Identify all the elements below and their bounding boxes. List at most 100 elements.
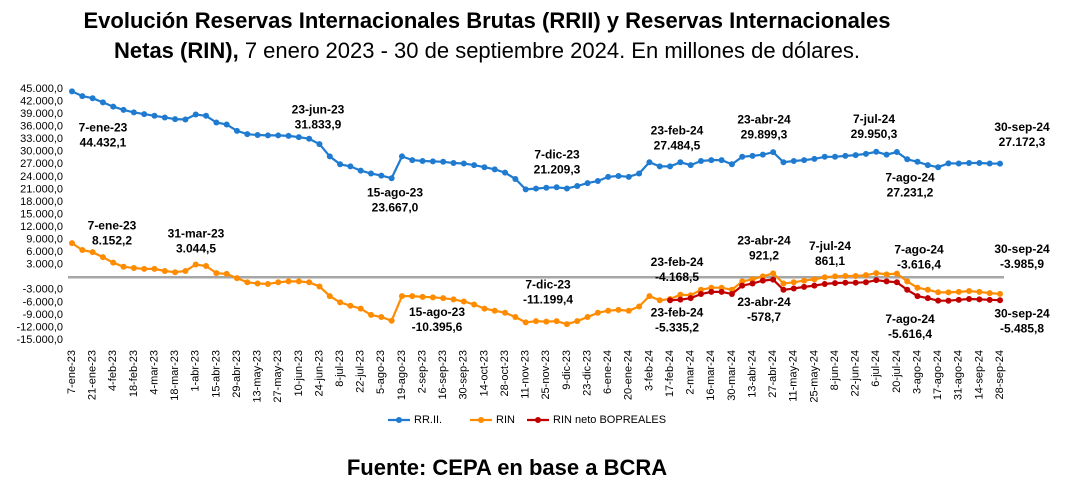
x-tick-label: 22-jun-24	[850, 350, 862, 396]
annotation: 7-ago-24-5.616,4	[885, 312, 935, 341]
point	[295, 278, 302, 285]
point	[770, 270, 777, 277]
x-tick-label: 25-nov-23	[540, 350, 552, 400]
point	[759, 277, 766, 284]
point	[842, 272, 849, 279]
point	[69, 88, 75, 95]
point	[893, 279, 900, 286]
y-tick-label: 21.000,0	[20, 183, 63, 195]
annotation: 23-abr-24-578,7	[737, 295, 791, 324]
point	[368, 311, 375, 318]
point	[697, 290, 704, 297]
y-tick-label: 36.000,0	[20, 121, 63, 133]
point	[594, 178, 601, 185]
point	[110, 259, 117, 266]
x-tick-label: 29-abr-23	[231, 350, 243, 398]
annotation-value: 27.231,2	[887, 186, 934, 200]
x-tick-label: 4-feb-23	[107, 350, 119, 391]
point	[811, 282, 818, 289]
point	[966, 160, 973, 167]
annotation-value: 31.833,9	[295, 117, 342, 131]
point	[502, 309, 509, 316]
point	[883, 271, 890, 278]
x-tick-label: 15-abr-23	[210, 350, 222, 398]
point	[584, 180, 591, 187]
point	[935, 289, 942, 296]
point	[976, 296, 983, 303]
point	[904, 278, 911, 285]
x-tick-label: 8-jun-24	[829, 350, 841, 390]
point	[904, 286, 911, 293]
point	[790, 279, 797, 286]
y-tick-label: 3.000,0	[26, 259, 63, 271]
annotation-value: -4.168,5	[655, 270, 699, 284]
point	[708, 288, 715, 295]
legend-label: RR.II.	[414, 414, 442, 426]
x-tick-label: 3-feb-24	[643, 350, 655, 391]
point	[512, 313, 519, 320]
annotation: 30-sep-24-5.485,8	[994, 306, 1050, 335]
point	[233, 127, 240, 134]
x-tick-label: 28-oct-23	[499, 350, 511, 396]
x-tick-label: 16-mar-24	[705, 350, 717, 401]
annotation-date: 30-sep-24	[994, 242, 1050, 256]
x-tick-label: 10-jun-23	[293, 350, 305, 396]
point	[69, 240, 75, 247]
annotation-date: 15-ago-23	[409, 305, 465, 319]
point	[883, 278, 890, 285]
annotation-date: 7-dic-23	[534, 148, 580, 162]
x-tick-label: 17-feb-24	[664, 350, 676, 397]
point	[398, 293, 405, 300]
annotation-date: 7-ene-23	[79, 121, 128, 135]
y-tick-label: 9.000,0	[26, 234, 63, 246]
point	[832, 153, 839, 160]
point	[997, 297, 1003, 304]
x-tick-label: 20-ene-24	[623, 350, 635, 400]
point	[625, 173, 632, 180]
point	[966, 296, 973, 303]
annotation-value: -5.616,4	[888, 327, 932, 341]
legend-marker	[396, 417, 402, 423]
annotation-date: 7-jul-24	[853, 112, 895, 126]
x-tick-label: 2-mar-24	[685, 350, 697, 395]
point	[491, 307, 498, 314]
point	[378, 313, 385, 320]
point	[935, 164, 942, 171]
point	[625, 307, 632, 314]
point	[801, 277, 808, 284]
point	[388, 317, 395, 324]
point	[89, 249, 96, 256]
legend-item: RIN neto BOPREALES	[527, 414, 666, 426]
point	[182, 267, 189, 274]
legend-marker	[478, 417, 484, 423]
x-tick-label: 3-ago-24	[911, 350, 923, 394]
point	[326, 153, 333, 160]
point	[223, 121, 230, 128]
point	[832, 273, 839, 280]
point	[708, 157, 715, 164]
annotation-date: 15-ago-23	[367, 185, 423, 199]
annotation-value: -5.335,2	[655, 321, 699, 335]
annotation-date: 30-sep-24	[994, 306, 1050, 320]
point	[708, 284, 715, 291]
point	[450, 160, 457, 167]
point	[275, 279, 282, 286]
point	[986, 160, 993, 167]
point	[976, 288, 983, 295]
point	[584, 313, 591, 320]
point	[862, 150, 869, 157]
point	[945, 160, 952, 167]
point	[574, 318, 581, 325]
point	[130, 265, 137, 272]
point	[533, 318, 539, 325]
point	[852, 279, 859, 286]
y-tick-label: -12.000,0	[17, 321, 63, 333]
x-tick-label: 27-may-23	[272, 350, 284, 403]
point	[801, 283, 808, 290]
point	[563, 321, 570, 328]
point	[677, 291, 684, 298]
annotation-value: -5.485,8	[1000, 321, 1044, 335]
point	[832, 280, 839, 287]
